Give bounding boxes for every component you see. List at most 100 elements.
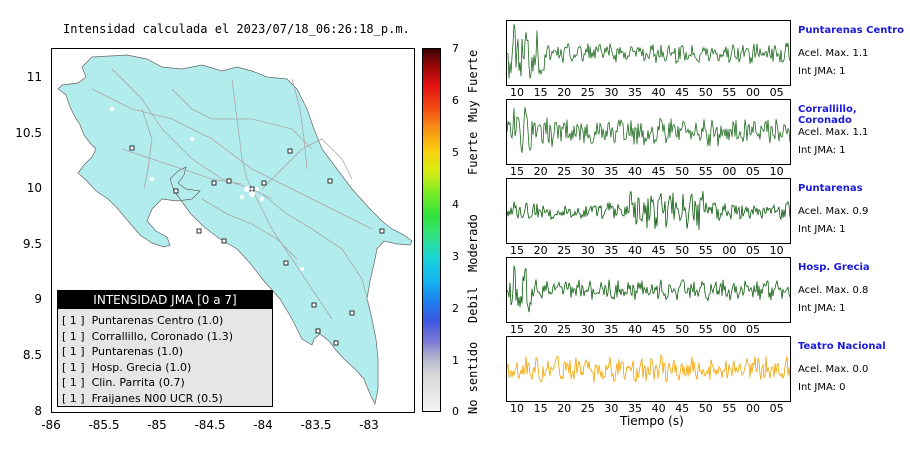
legend-row: [ 1 ] Hosp. Grecia (1.0) bbox=[62, 360, 192, 374]
intensity-colorbar bbox=[422, 48, 441, 412]
colorbar-value: 0 bbox=[452, 405, 459, 418]
seismogram-trace[interactable] bbox=[506, 178, 791, 244]
legend-row: [ 1 ] Clin. Parrita (0.7) bbox=[62, 376, 185, 389]
seismogram-trace[interactable] bbox=[506, 257, 791, 323]
trace-tick-label: 20 bbox=[557, 402, 572, 415]
trace-tick-label: 35 bbox=[604, 323, 619, 336]
trace-jma-intensity: Int JMA: 1 bbox=[798, 145, 846, 156]
colorbar-value: 4 bbox=[452, 198, 459, 211]
seismogram-trace[interactable] bbox=[506, 336, 791, 402]
seismogram-trace[interactable] bbox=[506, 20, 791, 86]
trace-tick-label: 10 bbox=[769, 244, 784, 257]
legend-row: [ 1 ] Puntarenas (1.0) bbox=[62, 345, 184, 358]
trace-tick-label: 50 bbox=[698, 402, 713, 415]
trace-tick-label: 05 bbox=[746, 323, 760, 336]
map-ytick: 10 bbox=[26, 181, 42, 195]
trace-tick-label: 35 bbox=[628, 402, 642, 415]
trace-tick-label: 30 bbox=[580, 244, 595, 257]
trace-tick-label: 00 bbox=[722, 244, 737, 257]
map-xtick: -84.5 bbox=[194, 418, 226, 432]
colorbar-label-no-sentido: No sentido bbox=[466, 341, 480, 414]
trace-tick-label: 10 bbox=[769, 165, 784, 178]
trace-tick-label: 45 bbox=[651, 323, 666, 336]
trace-tick-label: 15 bbox=[533, 402, 548, 415]
trace-tick-label: 35 bbox=[628, 86, 642, 99]
map-title: Intensidad calculada el 2023/07/18_06:26… bbox=[63, 22, 410, 36]
station-markers bbox=[129, 145, 385, 346]
legend-row: [ 1 ] Corrallillo, Coronado (1.3) bbox=[62, 329, 233, 343]
trace-tick-label: 20 bbox=[533, 165, 548, 178]
trace-tick-label: 40 bbox=[628, 244, 642, 257]
trace-tick-label: 25 bbox=[557, 165, 572, 178]
trace-max-accel: Acel. Max. 1.1 bbox=[798, 48, 869, 59]
trace-tick-label: 50 bbox=[675, 323, 690, 336]
trace-max-accel: Acel. Max. 1.1 bbox=[798, 127, 869, 138]
map-ytick: 9.5 bbox=[22, 237, 42, 251]
trace-jma-intensity: Int JMA: 1 bbox=[798, 224, 846, 235]
map-xtick: -84 bbox=[253, 418, 273, 432]
trace-station-name: Puntarenas bbox=[798, 183, 863, 194]
trace-tick-label: 40 bbox=[628, 165, 642, 178]
colorbar-label-muy-fuerte: Muy Fuerte bbox=[466, 49, 480, 122]
trace-tick-label: 30 bbox=[604, 402, 619, 415]
trace-tick-label: 10 bbox=[510, 402, 524, 415]
trace-tick-label: 25 bbox=[580, 86, 595, 99]
trace-tick-label: 05 bbox=[769, 402, 784, 415]
trace-waveform bbox=[506, 265, 791, 313]
trace-tick-label: 55 bbox=[698, 323, 713, 336]
city-dots bbox=[110, 107, 304, 271]
trace-tick-label: 40 bbox=[651, 402, 666, 415]
costa-rica-map-svg bbox=[57, 54, 413, 406]
road-network bbox=[91, 68, 373, 320]
trace-jma-intensity: Int JMA: 0 bbox=[798, 382, 846, 393]
trace-tick-label: 00 bbox=[746, 402, 760, 415]
trace-tick-label: 55 bbox=[698, 244, 713, 257]
colorbar-label-debil: Debil bbox=[466, 286, 480, 323]
trace-tick-label: 50 bbox=[675, 165, 690, 178]
trace-waveform bbox=[506, 107, 791, 153]
trace-tick-label: 15 bbox=[510, 244, 524, 257]
trace-station-name: Hosp. Grecia bbox=[798, 262, 870, 273]
trace-tick-label: 40 bbox=[628, 323, 642, 336]
colorbar-value: 1 bbox=[452, 354, 459, 367]
trace-tick-label: 05 bbox=[746, 165, 760, 178]
map-xtick: -86 bbox=[41, 418, 61, 432]
trace-tick-label: 50 bbox=[698, 86, 713, 99]
trace-tick-label: 35 bbox=[604, 244, 619, 257]
trace-waveform bbox=[506, 191, 791, 230]
trace-tick-label: 15 bbox=[533, 86, 548, 99]
trace-tick-label: 45 bbox=[675, 402, 690, 415]
trace-tick-label: 15 bbox=[510, 323, 524, 336]
trace-tick-label: 00 bbox=[722, 323, 737, 336]
legend-row: [ 1 ] Fraijanes N00 UCR (0.5) bbox=[62, 391, 223, 405]
trace-tick-label: 45 bbox=[651, 165, 666, 178]
trace-tick-label: 00 bbox=[746, 86, 760, 99]
map-xtick: -83 bbox=[359, 418, 379, 432]
seismogram-trace[interactable] bbox=[506, 99, 791, 165]
colorbar-value: 3 bbox=[452, 250, 459, 263]
trace-max-accel: Acel. Max. 0.0 bbox=[798, 364, 869, 375]
trace-tick-label: 45 bbox=[675, 86, 690, 99]
trace-tick-label: 40 bbox=[651, 86, 666, 99]
map-ytick: 10.5 bbox=[15, 126, 42, 140]
trace-tick-label: 30 bbox=[580, 165, 595, 178]
costa-rica-landmass bbox=[57, 54, 413, 406]
trace-max-accel: Acel. Max. 0.9 bbox=[798, 206, 869, 217]
time-axis-label: Tiempo (s) bbox=[620, 414, 684, 428]
trace-tick-label: 05 bbox=[746, 244, 760, 257]
trace-tick-label: 55 bbox=[722, 402, 737, 415]
legend-row: [ 1 ] Puntarenas Centro (1.0) bbox=[62, 314, 224, 327]
colorbar-value: 6 bbox=[452, 94, 459, 107]
trace-max-accel: Acel. Max. 0.8 bbox=[798, 285, 869, 296]
trace-tick-label: 10 bbox=[510, 86, 524, 99]
legend-title: INTENSIDAD JMA [0 a 7] bbox=[58, 291, 272, 309]
trace-waveform bbox=[506, 24, 791, 79]
map-ytick: 11 bbox=[26, 70, 42, 84]
map-ytick: 9 bbox=[34, 292, 42, 306]
colorbar-value: 5 bbox=[452, 146, 459, 159]
trace-tick-label: 55 bbox=[722, 86, 737, 99]
map-xtick: -83.5 bbox=[300, 418, 332, 432]
trace-tick-label: 30 bbox=[604, 86, 619, 99]
colorbar-label-fuerte: Fuerte bbox=[466, 131, 480, 175]
trace-tick-label: 00 bbox=[722, 165, 737, 178]
